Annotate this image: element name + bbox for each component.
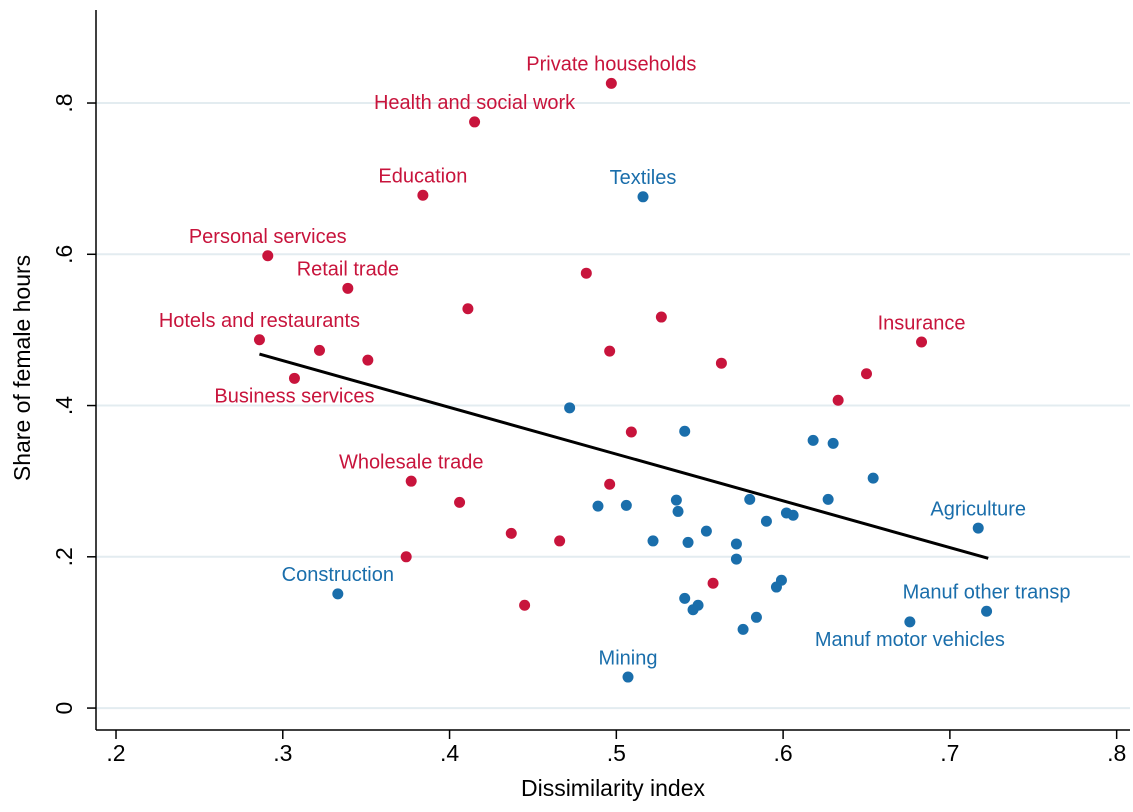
point <box>715 357 727 369</box>
point-label: Mining <box>599 647 658 669</box>
point <box>505 527 517 539</box>
point <box>332 588 344 600</box>
point <box>405 475 417 487</box>
point <box>313 344 325 356</box>
point-label: Insurance <box>878 312 966 334</box>
point <box>554 535 566 547</box>
point <box>730 553 742 565</box>
point <box>655 311 667 323</box>
point-label: Wholesale trade <box>339 451 484 473</box>
point-label: Business services <box>214 386 374 408</box>
point <box>605 77 617 89</box>
point <box>580 267 592 279</box>
point <box>604 478 616 490</box>
point <box>916 336 928 348</box>
y-tick-label: .6 <box>51 245 77 264</box>
y-tick-label: .4 <box>51 396 77 415</box>
point <box>981 605 993 617</box>
point-label: Agriculture <box>930 498 1026 520</box>
point <box>679 592 691 604</box>
point <box>647 535 659 547</box>
point <box>787 509 799 521</box>
point <box>637 191 649 203</box>
point <box>622 671 634 683</box>
x-tick-label: .8 <box>1107 740 1126 766</box>
point-label: Construction <box>282 564 394 586</box>
point <box>807 434 819 446</box>
x-tick-label: .3 <box>273 740 292 766</box>
point <box>730 538 742 550</box>
point <box>288 372 300 384</box>
point <box>604 345 616 357</box>
point <box>417 189 429 201</box>
point <box>620 499 632 511</box>
point <box>262 250 274 262</box>
point <box>707 577 719 589</box>
point <box>770 581 782 593</box>
point <box>625 426 637 438</box>
y-tick-label: 0 <box>51 702 77 715</box>
y-tick-label: .8 <box>51 93 77 112</box>
point <box>860 368 872 380</box>
point-label: Personal services <box>189 226 347 248</box>
point <box>750 611 762 623</box>
point <box>253 334 265 346</box>
point <box>867 472 879 484</box>
point <box>564 402 576 414</box>
point <box>400 551 412 563</box>
x-tick-label: .7 <box>940 740 959 766</box>
point <box>362 354 374 366</box>
point-label: Hotels and restaurants <box>159 310 360 332</box>
point <box>454 496 466 508</box>
point-label: Manuf motor vehicles <box>815 629 1005 651</box>
point-label: Education <box>378 166 467 188</box>
point <box>827 437 839 449</box>
point <box>672 505 684 517</box>
x-tick-label: .5 <box>607 740 626 766</box>
point <box>687 604 699 616</box>
point-label: Textiles <box>610 167 677 189</box>
point-label: Health and social work <box>374 92 576 114</box>
point-label: Retail trade <box>297 259 399 281</box>
x-axis-title: Dissimilarity index <box>521 775 706 801</box>
y-tick-label: .2 <box>51 547 77 566</box>
point <box>592 500 604 512</box>
point <box>462 303 474 315</box>
x-tick-label: .6 <box>774 740 793 766</box>
point <box>737 623 749 635</box>
point <box>822 493 834 505</box>
point-label: Private households <box>526 54 696 76</box>
point <box>342 282 354 294</box>
point <box>700 525 712 537</box>
x-tick-label: .4 <box>440 740 459 766</box>
point-label: Manuf other transp <box>903 582 1071 604</box>
point <box>832 394 844 406</box>
y-axis-title: Share of female hours <box>9 255 35 481</box>
point <box>682 536 694 548</box>
point <box>972 522 984 534</box>
point <box>760 515 772 527</box>
point <box>679 425 691 437</box>
point <box>670 494 682 506</box>
point <box>904 616 916 628</box>
x-tick-label: .2 <box>106 740 125 766</box>
fit-line <box>259 352 989 560</box>
point <box>469 116 481 128</box>
point <box>519 599 531 611</box>
point <box>744 493 756 505</box>
